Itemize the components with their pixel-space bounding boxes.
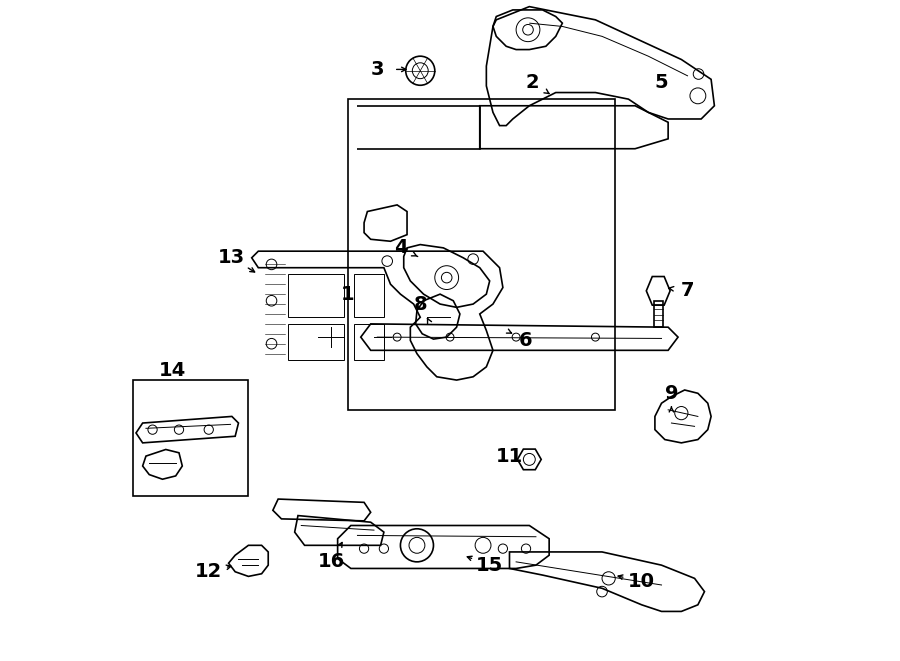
Text: 4: 4 [393,239,407,257]
Text: 15: 15 [476,556,503,574]
Bar [132,380,248,496]
Text: 13: 13 [219,249,246,267]
Text: 10: 10 [628,572,655,591]
Text: 14: 14 [158,361,186,379]
Text: 7: 7 [681,282,695,300]
Bar [347,99,616,410]
Bar [288,274,344,317]
Text: 16: 16 [318,553,345,571]
Text: 5: 5 [654,73,669,92]
Text: 12: 12 [195,563,222,581]
Text: 6: 6 [519,331,533,350]
Bar [355,324,384,360]
Circle shape [406,56,435,85]
Text: 11: 11 [496,447,523,465]
Text: 9: 9 [665,384,679,403]
Bar [653,301,662,327]
Text: 8: 8 [413,295,428,313]
Bar [288,324,344,360]
Text: 2: 2 [526,73,539,92]
Text: 1: 1 [341,285,355,303]
Text: 3: 3 [371,60,384,79]
Bar [355,274,384,317]
